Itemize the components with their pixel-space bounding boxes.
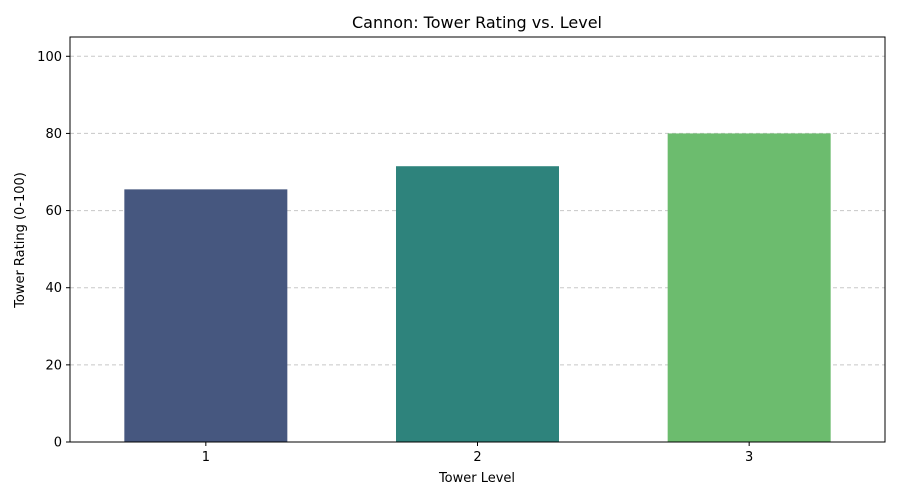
bar-level-1 <box>124 189 288 442</box>
bar-level-2 <box>396 166 559 442</box>
x-tick-label: 1 <box>202 450 210 465</box>
y-tick-label: 40 <box>45 281 62 296</box>
bars <box>124 133 831 442</box>
y-axis-ticks: 0 20 40 60 80 100 <box>37 50 70 451</box>
y-tick-label: 100 <box>37 50 62 65</box>
x-axis-ticks: 1 2 3 <box>202 442 753 465</box>
y-tick-label: 60 <box>45 204 62 219</box>
x-axis-label: Tower Level <box>438 471 515 486</box>
y-tick-label: 0 <box>54 436 62 451</box>
x-tick-label: 2 <box>473 450 481 465</box>
y-axis-label: Tower Rating (0-100) <box>13 172 28 309</box>
y-tick-label: 80 <box>45 127 62 142</box>
chart-title: Cannon: Tower Rating vs. Level <box>352 13 602 32</box>
x-tick-label: 3 <box>745 450 753 465</box>
bar-level-3 <box>667 133 831 442</box>
y-tick-label: 20 <box>45 358 62 373</box>
